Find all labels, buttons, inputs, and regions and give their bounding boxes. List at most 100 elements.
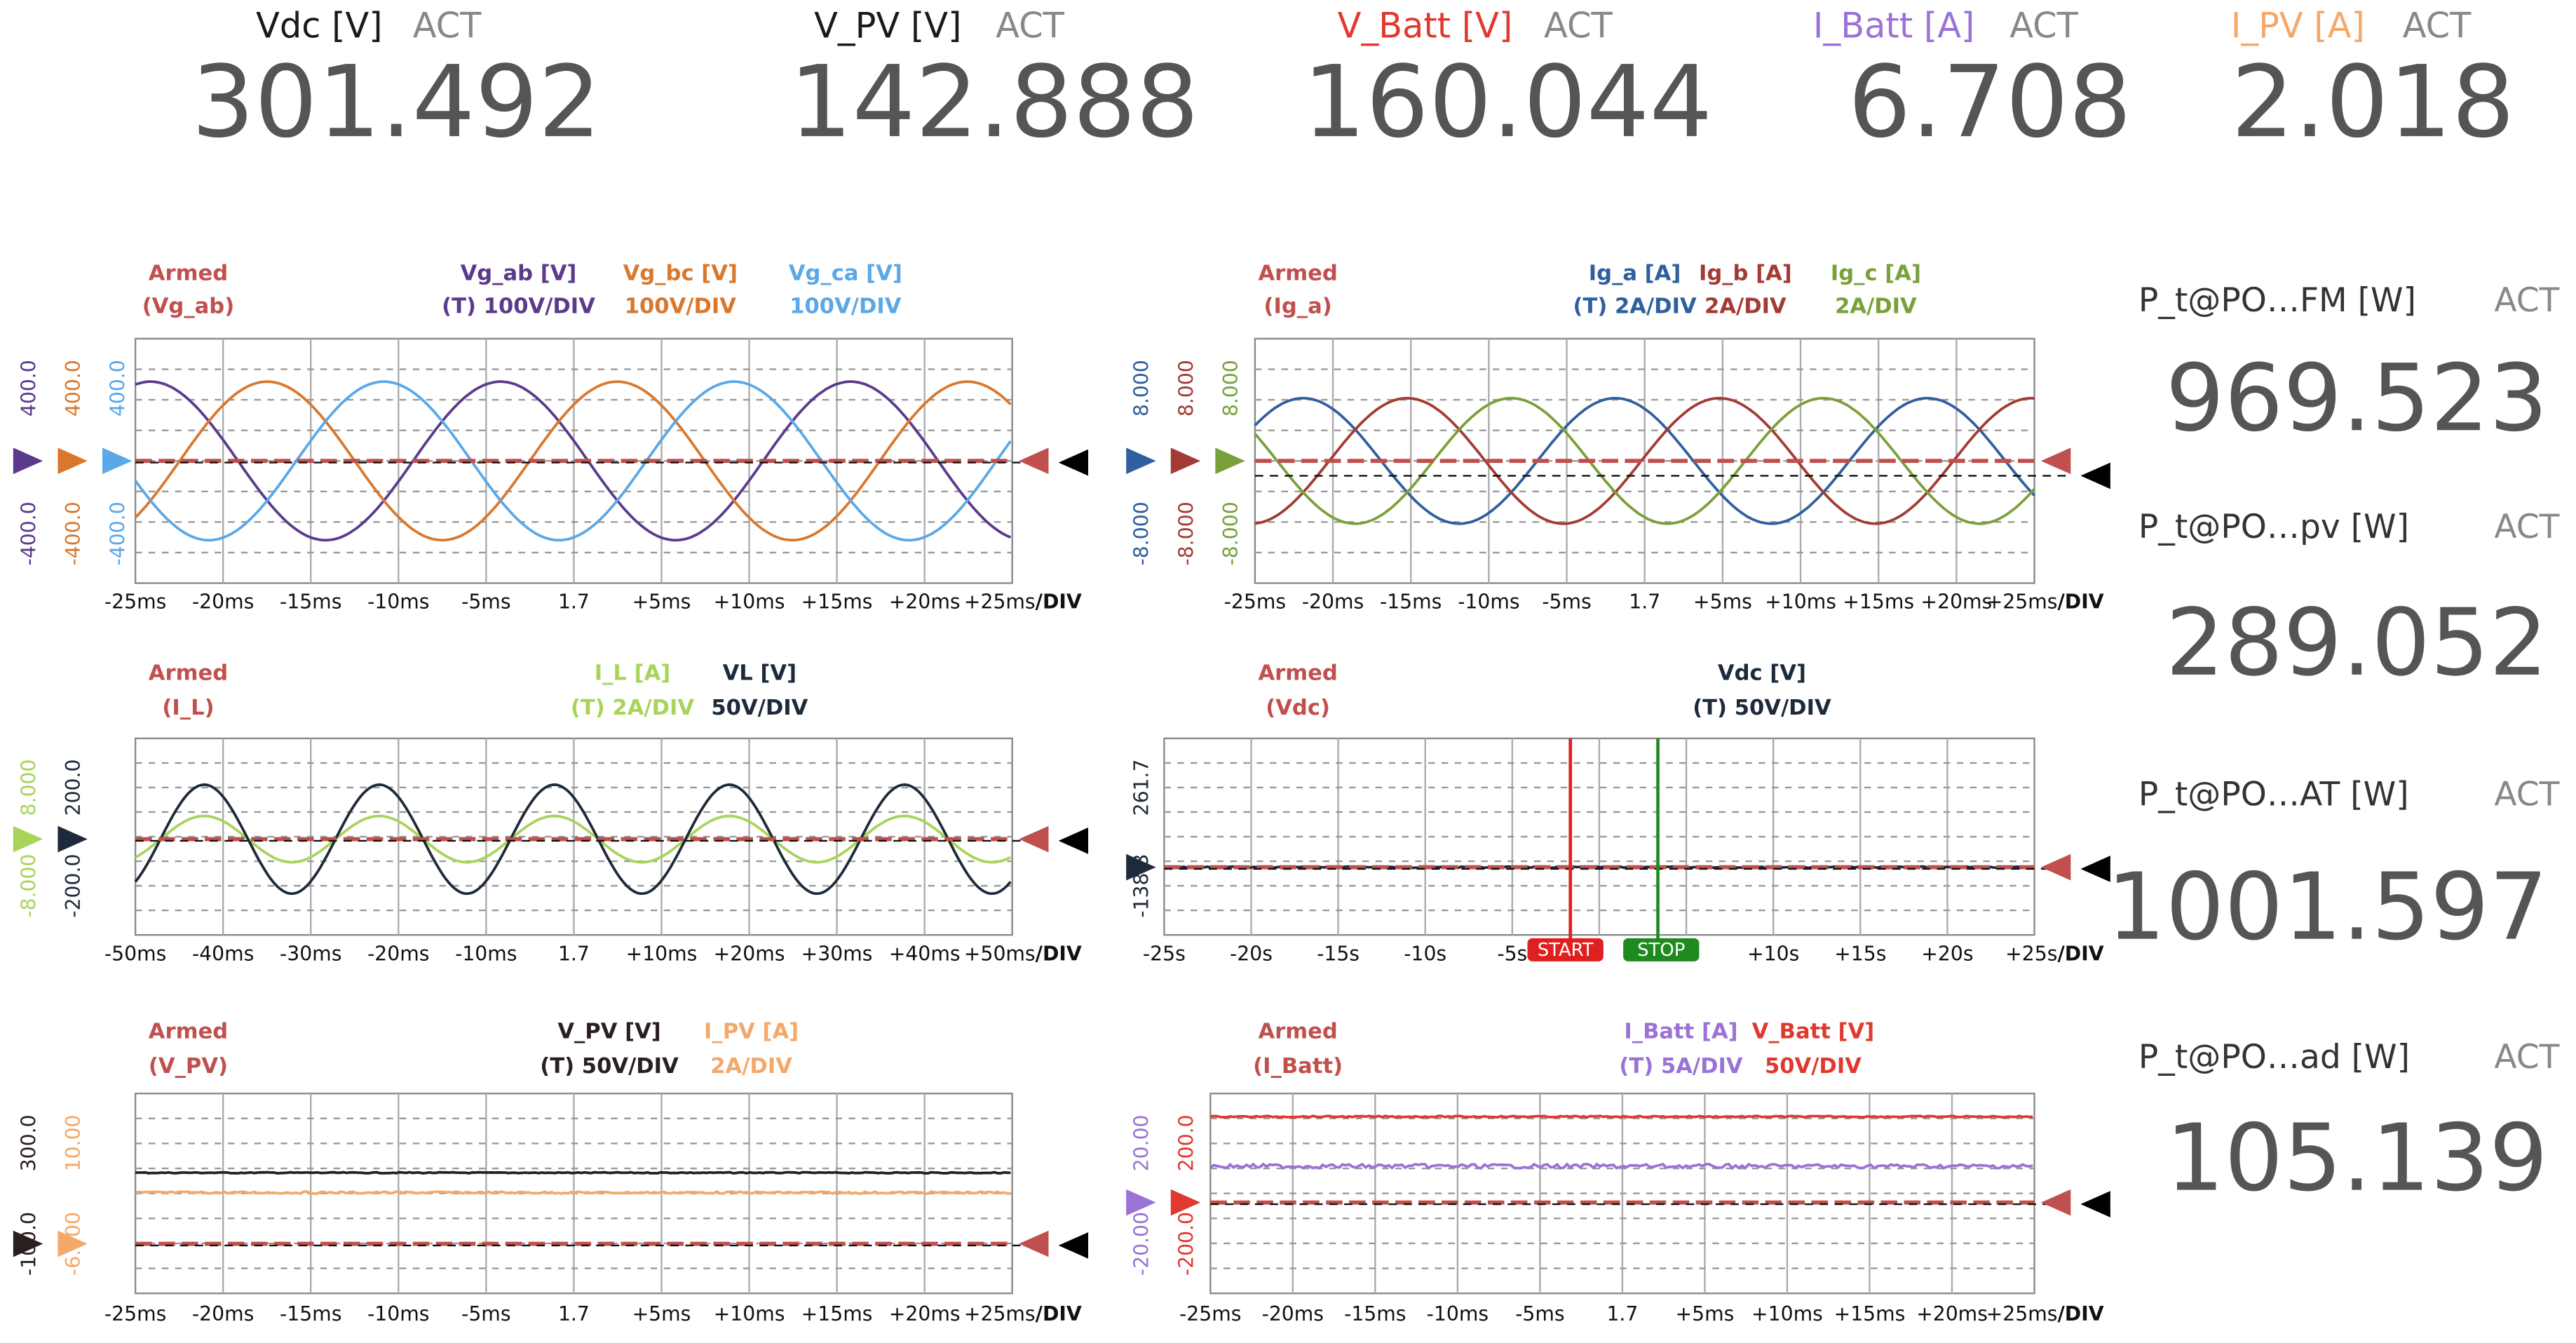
readout-mode: ACT — [2494, 508, 2559, 546]
x-tick-label: 1.7 — [1606, 1302, 1638, 1325]
x-tick-label: -15ms — [1344, 1302, 1406, 1325]
x-tick-label: -15ms — [280, 1302, 341, 1325]
readout-label: P_t@PO…pv [W] — [2138, 508, 2409, 546]
x-tick-label: +25ms — [964, 1302, 1036, 1325]
x-tick-label: +15ms — [1834, 1302, 1906, 1325]
panel-source: (I_L) — [162, 696, 214, 720]
y-label: -8.000 — [17, 854, 40, 918]
x-tick-label: -50ms — [104, 942, 166, 965]
readout-mode: ACT — [413, 6, 482, 46]
panel-status: Armed — [149, 1020, 228, 1044]
div-label: /DIV — [2057, 590, 2103, 614]
channel-name: V_Batt [V] — [1752, 1020, 1875, 1044]
y-label: -400.0 — [107, 501, 130, 565]
x-tick-label: -10ms — [455, 942, 517, 965]
y-label: 400.0 — [107, 360, 130, 417]
readout-value: 2.018 — [2231, 45, 2515, 160]
x-tick-label: 1.7 — [1629, 590, 1660, 614]
channel-scale: 100V/DIV — [789, 295, 902, 319]
channel-name: Vg_ab [V] — [461, 262, 577, 286]
x-tick-label: +15ms — [1843, 590, 1914, 614]
readout-label: V_Batt [V] — [1338, 6, 1513, 46]
trigger-marker — [1019, 447, 1049, 475]
readout-value: 289.052 — [2166, 590, 2548, 697]
y-label: 8.000 — [17, 760, 40, 816]
channel-marker — [1170, 1189, 1201, 1216]
readout-label: P_t@PO…ad [W] — [2138, 1038, 2410, 1077]
x-tick-label: -10s — [1404, 942, 1446, 965]
x-tick-label: -25ms — [1224, 590, 1286, 614]
x-tick-label: 1.7 — [558, 590, 590, 614]
zero-marker — [2080, 1191, 2110, 1217]
x-tick-label: +25ms — [1986, 590, 2058, 614]
zero-marker — [1058, 1232, 1089, 1259]
panel-source: (Ig_a) — [1264, 295, 1332, 319]
waveform — [1209, 1162, 2033, 1170]
readout-label: I_PV [A] — [2231, 6, 2365, 46]
y-label: 400.0 — [62, 360, 85, 417]
div-label: /DIV — [2057, 1302, 2103, 1325]
x-tick-label: +10ms — [714, 1302, 785, 1325]
x-tick-label: -25ms — [1179, 1302, 1241, 1325]
x-tick-label: -25s — [1143, 942, 1186, 965]
x-tick-label: -5ms — [1515, 1302, 1564, 1325]
channel-marker — [1215, 447, 1245, 475]
trigger-marker — [2040, 1189, 2071, 1216]
panel-source: (V_PV) — [149, 1054, 228, 1079]
waveform — [134, 783, 1012, 896]
channel-name: I_L [A] — [595, 661, 671, 686]
channel-name: Vg_bc [V] — [623, 262, 738, 286]
readout-value: 1001.597 — [2107, 854, 2548, 961]
x-tick-label: 1.7 — [558, 942, 590, 965]
channel-scale: 2A/DIV — [1835, 295, 1917, 319]
channel-marker — [1126, 447, 1156, 475]
x-tick-label: -40ms — [192, 942, 254, 965]
readout-label: P_t@PO…FM [W] — [2138, 281, 2416, 320]
panel-source: (I_Batt) — [1253, 1054, 1343, 1079]
x-tick-label: +15ms — [801, 1302, 873, 1325]
zero-marker — [1058, 828, 1089, 854]
zero-marker — [2080, 856, 2110, 882]
channel-name: Vdc [V] — [1718, 661, 1806, 686]
zero-marker — [2080, 462, 2110, 490]
channel-scale: 100V/DIV — [625, 295, 737, 319]
channel-name: Ig_c [A] — [1831, 262, 1921, 286]
y-label: 300.0 — [17, 1114, 40, 1171]
x-tick-label: -5s — [1497, 942, 1527, 965]
panel-status: Armed — [1258, 661, 1337, 686]
x-tick-label: +20ms — [1916, 1302, 1988, 1325]
zero-marker — [1058, 449, 1089, 476]
y-label: -8.000 — [1130, 501, 1153, 565]
x-tick-label: -25ms — [104, 1302, 166, 1325]
y-label: -20.00 — [1130, 1212, 1153, 1276]
y-label: 20.00 — [1130, 1114, 1153, 1171]
x-tick-label: +20s — [1921, 942, 1973, 965]
channel-marker — [57, 1230, 88, 1257]
channel-scale: (T) 50V/DIV — [540, 1054, 679, 1079]
x-tick-label: -10ms — [1458, 590, 1519, 614]
panel-source: (Vg_ab) — [142, 295, 234, 319]
x-tick-label: -20ms — [1302, 590, 1364, 614]
x-tick-label: +20ms — [1920, 590, 1992, 614]
readout-mode: ACT — [2494, 281, 2559, 320]
channel-marker — [1126, 853, 1156, 881]
x-tick-label: +10ms — [626, 942, 698, 965]
waveform — [135, 1190, 1011, 1196]
x-tick-label: +15ms — [801, 590, 873, 614]
channel-marker — [13, 447, 43, 475]
readout-value: 969.523 — [2166, 345, 2548, 452]
div-label: /DIV — [1036, 942, 1082, 965]
channel-marker — [57, 825, 88, 853]
x-tick-label: +5ms — [1675, 1302, 1734, 1325]
cursor-badge — [1623, 938, 1700, 961]
x-tick-label: -15s — [1317, 942, 1360, 965]
x-tick-label: +10ms — [714, 590, 785, 614]
channel-marker — [102, 447, 133, 475]
channel-marker — [57, 447, 88, 475]
channel-marker — [1170, 447, 1201, 475]
x-tick-label: +40ms — [889, 942, 961, 965]
channel-scale: (T) 100V/DIV — [442, 295, 595, 319]
readout-value: 301.492 — [191, 45, 601, 160]
y-label: 400.0 — [17, 360, 40, 417]
waveform — [1210, 1114, 2033, 1119]
